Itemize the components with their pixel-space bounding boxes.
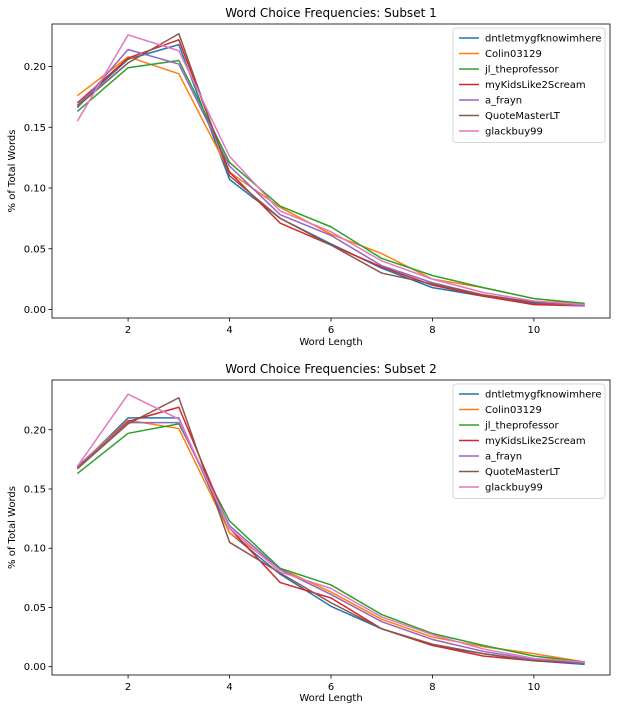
legend-label: myKidsLike2Scream (485, 80, 586, 91)
legend-label: jl_theprofessor (484, 65, 560, 76)
x-axis-label: Word Length (299, 337, 362, 348)
chart-2: 2 4 6 8 10 0.00 0.05 0.10 0.15 0.20 Word Choice Fr… (7, 362, 611, 704)
x-tick-label: 8 (429, 325, 435, 336)
legend-label: a_frayn (485, 96, 522, 107)
series-line-glackbuy99 (76, 393, 585, 663)
y-tick-label: 0.00 (24, 662, 46, 673)
y-tick-label: 0.10 (24, 544, 46, 555)
y-tick-label: 0.05 (24, 603, 46, 614)
x-tick-label: 6 (328, 325, 334, 336)
series-line-QuoteMasterLT (76, 397, 585, 663)
x-tick-label: 10 (528, 682, 541, 693)
y-tick-label: 0.05 (24, 244, 46, 255)
x-tick-label: 2 (125, 325, 131, 336)
x-axis-label: Word Length (299, 693, 362, 704)
legend-label: glackbuy99 (485, 483, 543, 494)
legend-label: a_frayn (485, 452, 522, 463)
y-axis-label: % of Total Words (7, 486, 18, 569)
series-line-jl_theprofessor (76, 59, 585, 305)
legend-label: glackbuy99 (485, 127, 543, 138)
chart-title: Word Choice Frequencies: Subset 1 (225, 6, 436, 20)
y-tick-label: 0.10 (24, 184, 46, 195)
y-axis-label: % of Total Words (7, 130, 18, 213)
legend-box (452, 383, 606, 499)
series-line-QuoteMasterLT (76, 32, 585, 306)
legend: dntletmygfknowimhere Colin03129 jl_theprof… (452, 383, 606, 499)
y-tick-label: 0.00 (24, 305, 46, 316)
legend-label: myKidsLike2Scream (485, 436, 586, 447)
x-tick-label: 2 (125, 682, 131, 693)
legend-label: QuoteMasterLT (485, 467, 561, 478)
x-tick-label: 4 (226, 682, 232, 693)
series-line-glackbuy99 (76, 34, 585, 306)
y-tick-label: 0.15 (24, 484, 46, 495)
x-tick-label: 10 (528, 325, 541, 336)
legend-label: Colin03129 (485, 405, 542, 416)
series-line-myKidsLike2Scream (76, 406, 585, 664)
legend-label: QuoteMasterLT (485, 111, 561, 122)
y-tick-label: 0.15 (24, 123, 46, 134)
series-line-jl_theprofessor (76, 423, 585, 663)
x-tick-label: 4 (226, 325, 232, 336)
series-line-a_frayn (76, 421, 585, 664)
legend-label: Colin03129 (485, 49, 542, 60)
x-tick-label: 6 (328, 682, 334, 693)
chart-title: Word Choice Frequencies: Subset 2 (225, 362, 436, 376)
legend-label: dntletmygfknowimhere (485, 34, 601, 45)
y-tick-label: 0.20 (24, 62, 46, 73)
legend-label: dntletmygfknowimhere (485, 390, 601, 401)
legend-box (452, 27, 606, 143)
x-tick-label: 8 (429, 682, 435, 693)
y-tick-label: 0.20 (24, 425, 46, 436)
legend-label: jl_theprofessor (484, 421, 560, 432)
chart-1: 2 4 6 8 10 0.00 0.05 0.10 0.15 0.20 Word Choice Fr… (7, 6, 611, 348)
legend: dntletmygfknowimhere Colin03129 jl_theprof… (452, 27, 606, 143)
